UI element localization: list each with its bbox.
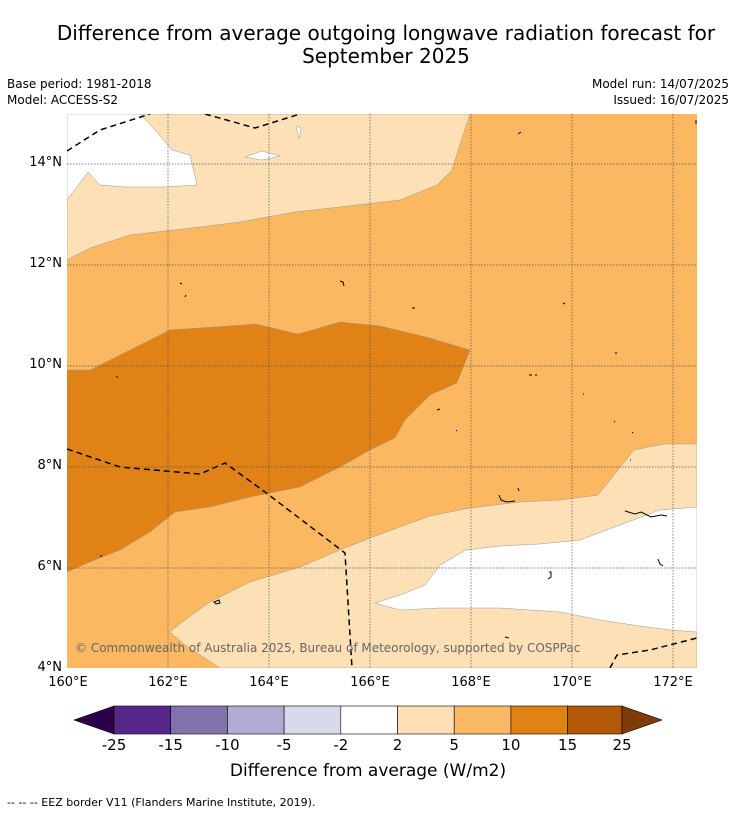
- copyright-notice: © Commonwealth of Australia 2025, Bureau…: [75, 641, 581, 655]
- colorbar-tick: -25: [101, 736, 127, 754]
- lon-label-168e: 168°E: [451, 675, 491, 690]
- issued-date: Issued: 16/07/2025: [613, 93, 729, 107]
- colorbar-extend-high: [621, 705, 663, 735]
- lon-label-164e: 164°E: [249, 675, 289, 690]
- region-white-northwest: [67, 114, 198, 201]
- title-line-2: September 2025: [302, 44, 470, 68]
- colorbar-bin-6: [397, 705, 455, 735]
- colorbar-tick: -5: [276, 736, 292, 754]
- eez-border-west: [67, 448, 353, 668]
- model-name: Model: ACCESS-S2: [7, 93, 119, 107]
- model-run: Model run: 14/07/2025: [591, 77, 729, 91]
- colorbar-extend-low: [73, 705, 115, 735]
- chart-title: Difference from average outgoing longwav…: [0, 22, 736, 68]
- eez-border-northwest: [67, 114, 151, 152]
- colorbar-tick: -10: [215, 736, 240, 754]
- lon-label-166e: 166°E: [350, 675, 390, 690]
- region-white-southeast: [374, 506, 697, 633]
- lon-label-172e: 172°E: [653, 675, 693, 690]
- colorbar-tick: 5: [449, 736, 459, 754]
- map-fill: [67, 114, 697, 668]
- eez-footnote: -- -- -- EEZ border V11 (Flanders Marine…: [7, 796, 316, 809]
- colorbar-bin-9: [567, 705, 623, 735]
- colorbar-bin-1: [113, 705, 172, 735]
- colorbar-bin-4: [283, 705, 342, 735]
- lat-label-6n: 6°N: [37, 559, 63, 574]
- lat-label-8n: 8°N: [37, 458, 63, 473]
- meta-right: Model run: 14/07/2025 Issued: 16/07/2025: [592, 76, 729, 108]
- meta-left: Base period: 1981-2018 Model: ACCESS-S2: [7, 76, 152, 108]
- colorbar-tick: 15: [558, 736, 578, 754]
- colorbar: [73, 705, 663, 735]
- colorbar-tick: -15: [158, 736, 183, 754]
- lat-label-14n: 14°N: [29, 155, 62, 170]
- colorbar-tick: 2: [392, 736, 403, 754]
- colorbar-tick: 25: [612, 736, 632, 754]
- colorbar-bin-2: [170, 705, 228, 735]
- region-white-dot: [295, 125, 302, 140]
- eez-border-southeast: [609, 637, 697, 668]
- lat-label-4n: 4°N: [37, 660, 63, 675]
- title-line-1: Difference from average outgoing longwav…: [56, 21, 716, 45]
- lon-label-160e: 160°E: [48, 675, 88, 690]
- colorbar-bin-7: [453, 705, 512, 735]
- eez-border-north: [204, 114, 301, 129]
- colorbar-label: Difference from average (W/m2): [229, 761, 507, 781]
- lon-label-170e: 170°E: [552, 675, 592, 690]
- lon-label-162e: 162°E: [148, 675, 188, 690]
- lat-label-12n: 12°N: [29, 256, 62, 271]
- colorbar-bin-3: [227, 705, 285, 735]
- colorbar-tick: 10: [501, 736, 521, 754]
- lat-label-10n: 10°N: [29, 357, 62, 372]
- colorbar-bin-5: [340, 705, 398, 735]
- base-period: Base period: 1981-2018: [7, 77, 152, 91]
- colorbar-bin-8: [510, 705, 568, 735]
- region-white-small: [244, 150, 281, 161]
- gridlines: [67, 114, 697, 668]
- colorbar-tick: -2: [333, 736, 349, 754]
